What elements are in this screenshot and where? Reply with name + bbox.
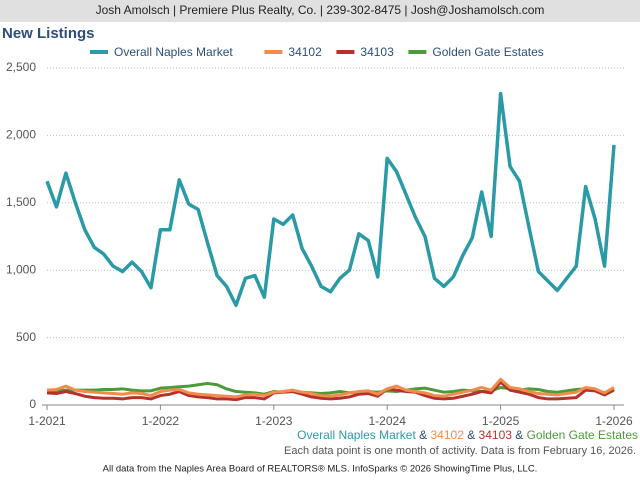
y-tick-label: 2,500: [6, 60, 36, 74]
x-tick-label: 1-2025: [482, 414, 520, 428]
y-tick-label: 1,000: [6, 262, 36, 276]
x-tick-label: 1-2022: [142, 414, 180, 428]
y-tick-label: 2,000: [6, 128, 36, 142]
series-line: [46, 377, 615, 399]
bottom-legend-label: Golden Gate Estates: [527, 428, 638, 442]
series-line: [46, 380, 615, 402]
x-tick-label: 1-2021: [28, 414, 66, 428]
x-tick-label: 1-2023: [255, 414, 293, 428]
x-tick-label: 1-2026: [595, 414, 633, 428]
y-tick-label: 500: [16, 330, 36, 344]
bottom-legend-label: 34103: [479, 428, 513, 442]
legend-label: 34103: [360, 45, 394, 59]
x-tick-label: 1-2024: [369, 414, 407, 428]
footer: All data from the Naples Area Board of R…: [103, 464, 538, 475]
bottom-legend: Overall Naples Market & 34102 & 34103 & …: [297, 428, 638, 442]
legend-label: Overall Naples Market: [114, 45, 233, 59]
chart-title: New Listings: [2, 25, 95, 42]
header: Josh Amolsch | Premiere Plus Realty, Co.…: [96, 3, 545, 17]
legend-separator: &: [464, 428, 479, 442]
y-tick-label: 1,500: [6, 195, 36, 209]
series-line: [45, 91, 616, 307]
note: Each data point is one month of activity…: [284, 445, 636, 457]
legend-separator: &: [416, 428, 431, 442]
legend-separator: &: [512, 428, 527, 442]
bottom-legend-label: 34102: [431, 428, 465, 442]
legend-label: 34102: [288, 45, 322, 59]
header-bar: [0, 0, 640, 22]
y-tick-label: 0: [29, 397, 36, 411]
bottom-legend-label: Overall Naples Market: [297, 428, 416, 442]
legend-label: Golden Gate Estates: [432, 45, 543, 59]
